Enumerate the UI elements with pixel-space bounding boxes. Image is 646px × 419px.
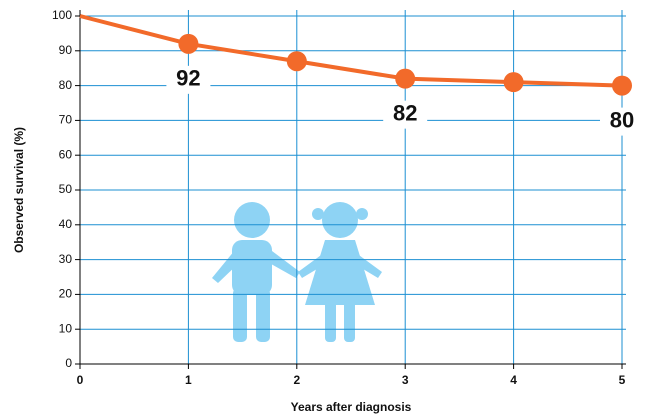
- y-tick-label: 40: [59, 217, 73, 231]
- y-tick-label: 0: [65, 356, 72, 370]
- x-tick-label: 1: [185, 373, 192, 387]
- y-tick-label: 30: [59, 252, 73, 266]
- point: [503, 72, 524, 93]
- x-tick-label: 3: [402, 373, 409, 387]
- value-label: 92: [176, 66, 200, 91]
- x-tick-label: 5: [619, 373, 626, 387]
- point: [286, 51, 307, 72]
- point: [612, 75, 632, 96]
- y-tick-label: 10: [59, 321, 73, 335]
- y-tick-label: 20: [59, 287, 73, 301]
- y-tick-label: 80: [59, 78, 73, 92]
- y-tick-label: 90: [59, 43, 73, 57]
- x-tick-label: 0: [77, 373, 84, 387]
- y-tick-label: 100: [52, 8, 72, 22]
- label-background: [166, 65, 211, 94]
- point: [395, 68, 416, 89]
- children-icon: [212, 202, 382, 342]
- y-tick-label: 60: [59, 147, 73, 161]
- line: [79, 14, 623, 88]
- y-tick-label: 70: [59, 113, 73, 127]
- x-tick-label: 2: [293, 373, 300, 387]
- y-axis-label: Observed survival (%): [12, 127, 26, 253]
- y-tick-label: 50: [59, 182, 73, 196]
- value-label: 82: [393, 100, 417, 125]
- value-label: 80: [610, 107, 634, 132]
- x-tick-label: 4: [510, 373, 517, 387]
- label-background: [600, 107, 644, 136]
- x-axis-label: Years after diagnosis: [291, 400, 412, 414]
- point: [178, 33, 199, 54]
- label-background: [383, 100, 428, 129]
